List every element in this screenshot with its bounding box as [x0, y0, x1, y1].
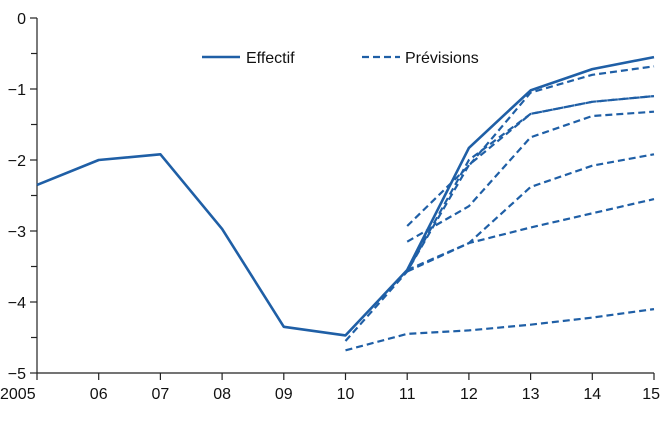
y-tick-label: −1 — [8, 82, 26, 99]
x-tick-label: 10 — [337, 386, 355, 403]
forecast-series-line — [406, 95, 655, 273]
x-tick-label: 13 — [522, 386, 540, 403]
x-tick-label: 09 — [275, 386, 293, 403]
y-tick-label: −3 — [8, 224, 26, 241]
legend-label-previsions: Prévisions — [405, 50, 479, 67]
forecast-series-line — [344, 95, 655, 342]
x-tick-label: 11 — [399, 386, 416, 403]
y-axis-ticks: 0 −1 −2 −3 −4 −5 — [8, 11, 37, 383]
forecast-series-line — [406, 153, 655, 272]
y-tick-label: −4 — [8, 295, 26, 312]
series-lines — [36, 55, 655, 352]
x-axis-ticks: 2005 06 07 08 09 10 11 12 13 14 15 — [0, 373, 660, 403]
x-tick-label: 14 — [583, 386, 601, 403]
x-tick-label: 12 — [460, 386, 478, 403]
y-tick-label: −5 — [8, 366, 26, 383]
x-tick-label: 08 — [213, 386, 231, 403]
forecast-series-line — [345, 308, 655, 352]
x-tick-label: 2005 — [0, 386, 36, 403]
y-tick-label: −2 — [8, 153, 26, 170]
axes — [36, 18, 654, 374]
legend-label-effectif: Effectif — [246, 50, 295, 67]
x-tick-label: 06 — [90, 386, 108, 403]
legend: Effectif Prévisions — [202, 50, 479, 67]
y-tick-label: 0 — [17, 11, 26, 28]
forecast-series-line — [406, 198, 655, 273]
x-tick-label: 15 — [642, 386, 660, 403]
actual-series-line — [36, 55, 655, 337]
forecast-series-line — [406, 110, 655, 243]
x-tick-label: 07 — [152, 386, 170, 403]
